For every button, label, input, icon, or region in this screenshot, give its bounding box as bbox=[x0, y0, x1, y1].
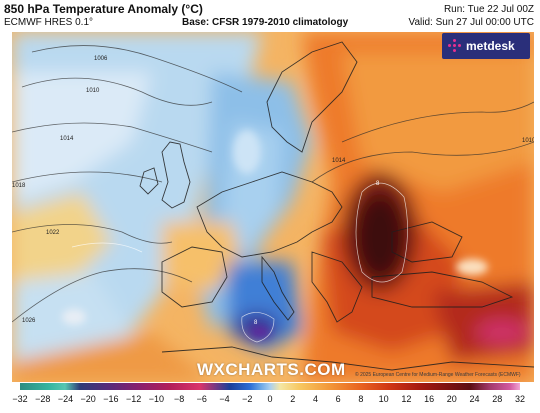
anomaly-contour-label: 8 bbox=[254, 320, 258, 326]
isobar-label: 1010 bbox=[86, 88, 100, 94]
colorbar-tick-label: 4 bbox=[312, 394, 318, 404]
run-time: Run: Tue 22 Jul 00Z bbox=[443, 4, 534, 15]
colorbar-tick-label: −24 bbox=[57, 394, 74, 404]
colorbar bbox=[20, 383, 520, 390]
colorbar-tick-label: 24 bbox=[469, 394, 480, 404]
colorbar-ticks: −32 −28 −24 −20 −16 −12 −10 −8 −6 −4 −2 0 2 4 6 8 10 12 16… bbox=[12, 394, 525, 408]
colorbar-tick-label: 12 bbox=[401, 394, 412, 404]
colorbar-tick-label: −6 bbox=[196, 394, 207, 404]
colorbar-tick-label: 8 bbox=[358, 394, 364, 404]
metdesk-logo-icon bbox=[448, 39, 462, 53]
colorbar-tick-label: 16 bbox=[424, 394, 435, 404]
climatology-base: Base: CFSR 1979-2010 climatology bbox=[182, 17, 349, 28]
coastlines bbox=[139, 41, 534, 371]
colorbar-tick-label: −8 bbox=[173, 394, 185, 404]
colorbar-tick-label: −16 bbox=[103, 394, 119, 404]
isobar-label: 1014 bbox=[60, 136, 74, 142]
anomaly-map: 1006 1010 1014 1018 1022 1026 1014 1010 … bbox=[12, 32, 534, 382]
isobars bbox=[12, 45, 534, 323]
isobar-labels: 1006 1010 1014 1018 1022 1026 1014 1010 … bbox=[12, 56, 534, 326]
colorbar-tick-label: −10 bbox=[148, 394, 164, 404]
colorbar-tick-label: 20 bbox=[446, 394, 457, 404]
colorbar-tick-label: −4 bbox=[219, 394, 230, 404]
copyright-notice: © 2025 European Centre for Medium-Range … bbox=[355, 372, 521, 378]
colorbar-tick-label: −20 bbox=[80, 394, 96, 404]
colorbar-tick-label: 10 bbox=[378, 394, 389, 404]
colorbar-tick-label: −28 bbox=[35, 394, 51, 404]
wxcharts-watermark: WXCHARTS.COM bbox=[197, 360, 346, 379]
isobar-label: 1014 bbox=[332, 158, 346, 164]
colorbar-tick-label: 2 bbox=[290, 394, 296, 404]
anomaly-contours bbox=[71, 182, 408, 343]
isobar-label: 1022 bbox=[46, 230, 60, 236]
valid-time: Valid: Sun 27 Jul 00:00 UTC bbox=[408, 17, 534, 28]
anomaly-contour-label: 8 bbox=[376, 181, 380, 187]
colorbar-tick-label: 6 bbox=[335, 394, 341, 404]
colorbar-tick-label: −12 bbox=[125, 394, 142, 404]
chart-header: 850 hPa Temperature Anomaly (°C) ECMWF H… bbox=[0, 0, 540, 32]
colorbar-tick-label: 0 bbox=[267, 394, 273, 404]
isobar-label: 1018 bbox=[12, 183, 26, 189]
colorbar-tick-label: 28 bbox=[492, 394, 503, 404]
colorbar-tick-label: −2 bbox=[242, 394, 253, 404]
chart-title: 850 hPa Temperature Anomaly (°C) bbox=[4, 2, 203, 16]
isobar-label: 1026 bbox=[22, 318, 36, 324]
map-canvas: 1006 1010 1014 1018 1022 1026 1014 1010 … bbox=[12, 32, 534, 382]
model-name: ECMWF HRES 0.1° bbox=[4, 17, 94, 28]
metdesk-logo: metdesk bbox=[442, 33, 530, 59]
anomaly-detail bbox=[62, 130, 488, 338]
metdesk-logo-text: metdesk bbox=[466, 39, 515, 53]
anomaly-field bbox=[12, 32, 534, 382]
isobar-label: 1010 bbox=[522, 138, 534, 144]
colorbar-tick-label: 32 bbox=[514, 394, 526, 404]
isobar-label: 1006 bbox=[94, 56, 108, 62]
colorbar-tick-label: −32 bbox=[12, 394, 28, 404]
